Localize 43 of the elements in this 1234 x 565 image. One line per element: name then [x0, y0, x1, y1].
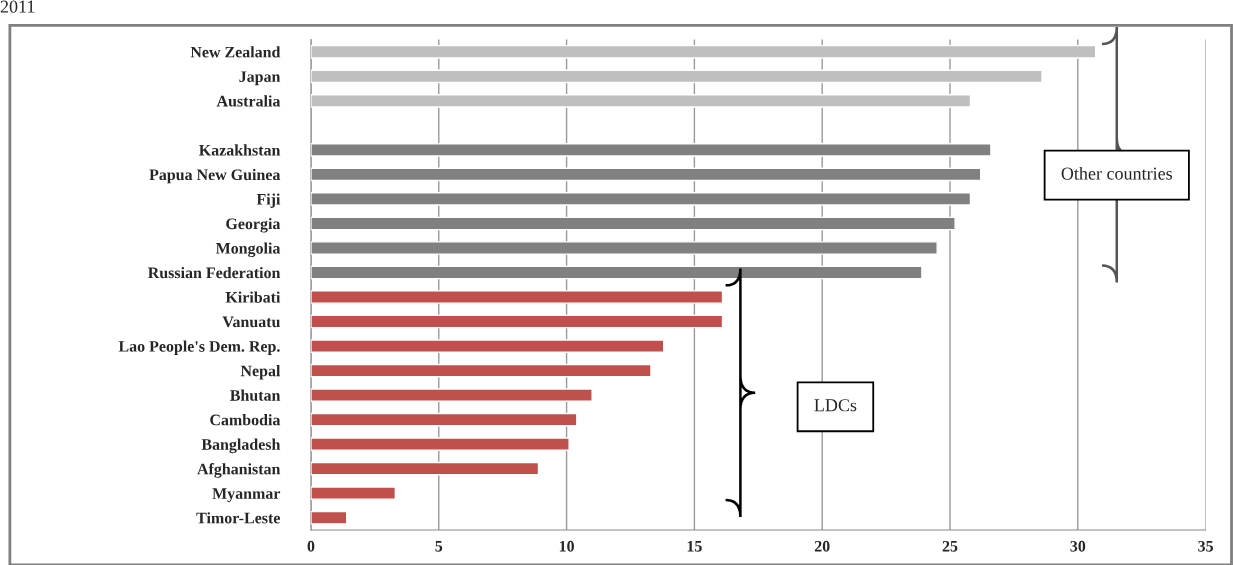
bar — [310, 290, 724, 304]
bar — [310, 69, 1043, 84]
bar — [310, 486, 397, 501]
bar — [310, 314, 724, 329]
y-tick-label: Kiribati — [225, 291, 281, 303]
y-tick-label: Japan — [239, 71, 281, 86]
x-tick-label: 0 — [307, 540, 315, 552]
y-tick-label: Russian Federation — [148, 266, 281, 279]
x-tick-label: 35 — [1198, 540, 1214, 552]
bar — [310, 94, 972, 108]
bar — [310, 339, 665, 353]
y-tick-label: Nepal — [240, 365, 281, 380]
y-tick-label: Australia — [216, 95, 281, 107]
bar — [310, 44, 1097, 59]
x-tick-label: 30 — [1070, 540, 1086, 552]
x-tick-label: 15 — [687, 540, 702, 552]
y-tick-label: Cambodia — [210, 414, 281, 426]
bar — [310, 388, 593, 402]
y-tick-label: Vanuatu — [222, 316, 280, 328]
y-tick-label: Mongolia — [215, 242, 281, 258]
y-tick-label: Bhutan — [230, 389, 281, 401]
y-tick-label: Bangladesh — [201, 438, 281, 454]
annotation: LDCs — [814, 399, 857, 412]
y-tick-label: Fiji — [256, 193, 281, 208]
y-tick-label: Myanmar — [212, 488, 281, 503]
y-tick-label: Afghanistan — [197, 463, 281, 478]
y-tick-label: New Zealand — [190, 46, 281, 58]
x-tick-label: 20 — [814, 540, 830, 552]
bar — [310, 412, 578, 427]
y-tick-label: Georgia — [226, 217, 281, 233]
x-tick-label: 25 — [942, 540, 958, 552]
bar — [310, 437, 570, 451]
x-tick-label: 10 — [559, 540, 574, 552]
x-tick-label: 5 — [435, 541, 443, 552]
y-tick-label: Lao People's Dem. Rep. — [118, 340, 280, 356]
bar — [310, 363, 652, 378]
y-tick-label: Papua New Guinea — [149, 168, 281, 184]
y-tick-label: Timor-Leste — [196, 512, 280, 524]
bar — [310, 461, 540, 476]
bar — [310, 510, 348, 525]
annotation: Other countries — [1061, 166, 1173, 180]
text: 2011 — [0, 0, 35, 13]
y-tick-label: Kazakhstan — [199, 144, 281, 156]
